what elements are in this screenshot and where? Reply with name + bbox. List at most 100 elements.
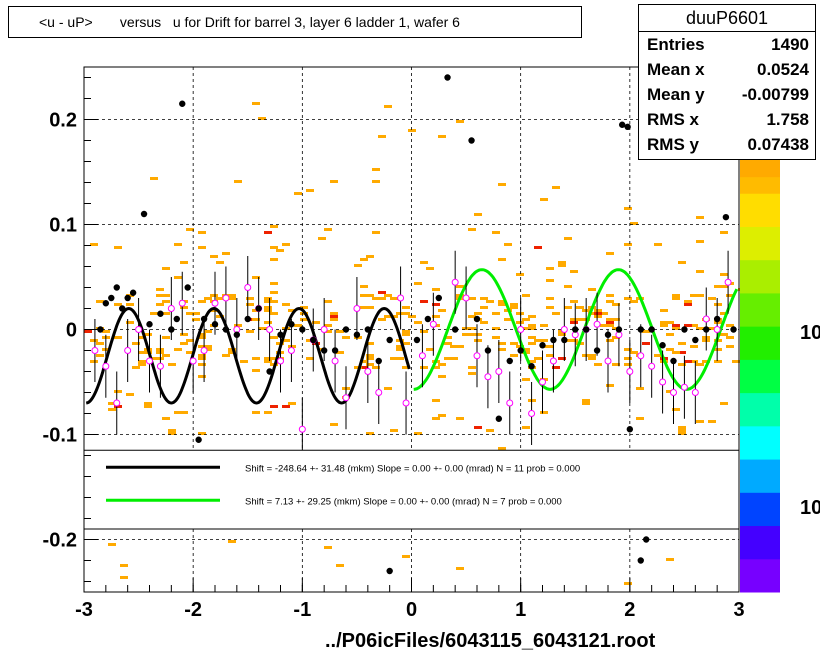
hist-cell (144, 402, 152, 405)
profile-point (287, 347, 295, 354)
hist-cell (714, 348, 722, 351)
data-point (168, 326, 175, 333)
hist-cell (228, 540, 236, 543)
y-tick-label: -0.2 (43, 530, 77, 552)
hist-cell (204, 330, 212, 333)
hist-cell (498, 303, 506, 306)
hist-cell (606, 252, 614, 255)
hist-cell (186, 228, 194, 231)
hist-cell (438, 309, 446, 312)
hist-cell (456, 345, 464, 348)
hist-cell (102, 330, 110, 333)
data-point (484, 347, 492, 354)
data-point (184, 284, 191, 291)
color-band (740, 459, 780, 477)
hist-cell (252, 411, 260, 414)
profile-point (659, 378, 667, 386)
data-point (108, 294, 115, 302)
hist-cell (168, 363, 176, 366)
hist-cell (390, 315, 398, 318)
hist-cell (252, 369, 260, 372)
hist-cell (438, 363, 446, 366)
hist-cell (270, 225, 278, 228)
hist-cell (498, 258, 506, 261)
hist-cell (192, 312, 200, 315)
hist-cell (324, 300, 332, 303)
data-points (91, 74, 737, 575)
hist-cell (534, 246, 542, 249)
hist-cell (594, 315, 602, 318)
hist-cell (324, 324, 332, 327)
hist-cell (714, 285, 722, 288)
hist-cell (720, 273, 728, 276)
hist-cell (396, 348, 404, 351)
hist-cell (714, 321, 722, 324)
color-band (740, 193, 780, 211)
data-point (473, 315, 481, 323)
data-point (211, 321, 219, 328)
hist-cell (162, 267, 170, 270)
x-tick-label: -1 (293, 599, 311, 621)
hist-cell (678, 261, 686, 264)
hist-cell (420, 300, 428, 303)
hist-cell (204, 297, 212, 300)
hist-cell (708, 327, 716, 330)
hist-cell (552, 312, 560, 315)
hist-cell (288, 345, 296, 348)
hist-cell (696, 363, 704, 366)
profile-point (462, 294, 470, 302)
hist-cell (276, 249, 284, 252)
hist-cell (546, 354, 554, 357)
hist-cell (630, 300, 638, 303)
hist-cell (162, 300, 170, 303)
data-point (561, 336, 568, 344)
data-point (299, 326, 306, 333)
hist-cell (156, 288, 164, 291)
hist-cell (546, 279, 554, 282)
hist-cell (90, 243, 98, 246)
hist-cell (468, 366, 476, 369)
hist-cell (360, 294, 368, 297)
hist-cell (588, 354, 596, 357)
hist-cell (540, 324, 548, 327)
hist-cell (624, 363, 632, 366)
profile-point (473, 352, 481, 360)
hist-cell (270, 246, 278, 249)
data-point (97, 326, 104, 333)
hist-cell (180, 333, 188, 336)
hist-cell (120, 576, 128, 579)
hist-cell (528, 342, 536, 345)
profile-point (320, 326, 328, 333)
hist-cell (720, 231, 728, 234)
hist-cell (600, 312, 608, 315)
profile-point (277, 357, 284, 365)
data-point (730, 326, 737, 333)
hist-cell (108, 408, 116, 411)
profile-point (560, 326, 568, 333)
hist-cell (84, 330, 92, 333)
data-point (692, 336, 699, 344)
hist-cell (606, 324, 614, 327)
hist-cell (150, 357, 158, 360)
hist-cell (270, 336, 278, 339)
hist-cell (600, 324, 608, 327)
hist-cell (546, 297, 554, 300)
profile-point (331, 357, 339, 365)
hist-cell (672, 351, 680, 354)
hist-cell (720, 402, 728, 405)
hist-cell (660, 309, 668, 312)
data-point (173, 315, 180, 323)
hist-cell (492, 327, 500, 330)
hist-cell (324, 228, 332, 231)
hist-cell (414, 321, 422, 324)
profile-point (724, 278, 732, 286)
hist-cell (696, 294, 704, 297)
hist-cell (306, 189, 314, 192)
hist-cell (684, 300, 692, 303)
color-band (740, 475, 780, 493)
y-tick-label: 0 (66, 320, 77, 342)
profile-point (91, 347, 99, 354)
hist-cell (480, 297, 488, 300)
hist-cell (624, 348, 632, 351)
data-point (681, 326, 688, 333)
